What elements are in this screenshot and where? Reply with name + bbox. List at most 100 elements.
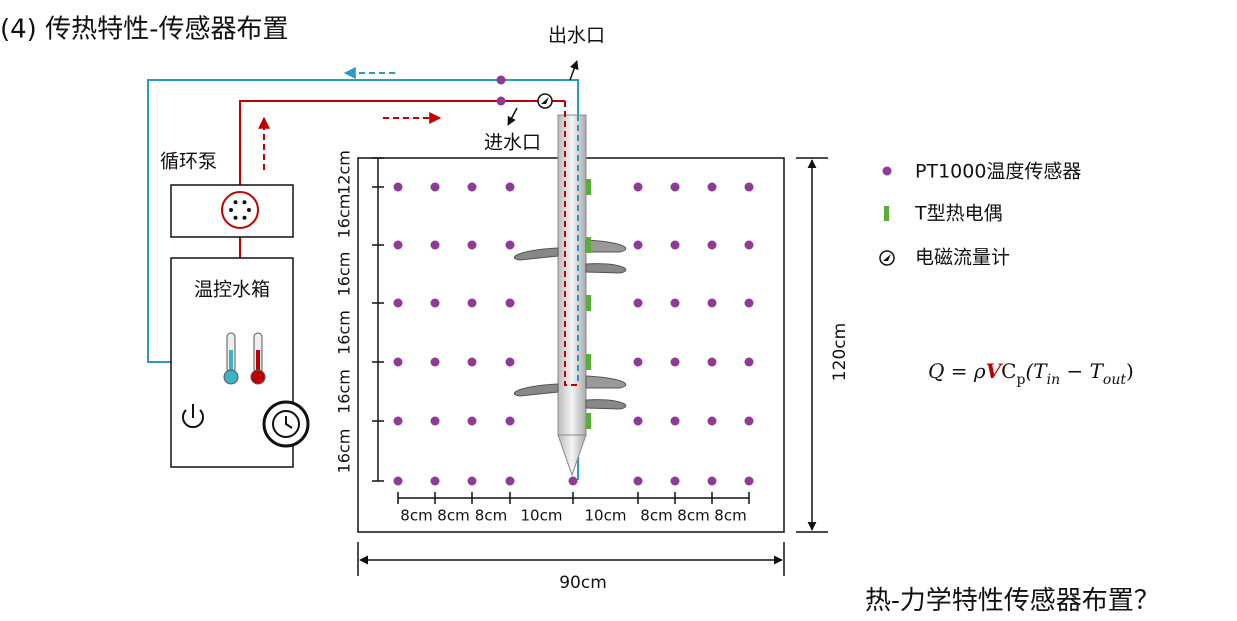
temperature-sensor: [505, 298, 515, 308]
formula-part: p: [1016, 372, 1025, 388]
vertical-dim-label: 12cm: [335, 150, 354, 195]
footer: 热-力学特性传感器布置？: [865, 586, 1160, 616]
temperature-sensor: [505, 240, 515, 250]
thermocouple: [586, 237, 591, 253]
temperature-sensor: [568, 476, 578, 486]
width-label: 90cm: [559, 573, 607, 593]
temperature-sensor: [633, 298, 643, 308]
temperature-sensor: [430, 298, 440, 308]
formula-part: V: [986, 359, 1004, 383]
vertical-dim-label: 16cm: [335, 252, 354, 297]
temperature-sensor: [393, 476, 403, 486]
temperature-sensor: [670, 416, 680, 426]
tank-label: 温控水箱: [194, 279, 270, 301]
temperature-sensor: [633, 416, 643, 426]
temperature-sensor: [467, 357, 477, 367]
helix-blade: [585, 399, 627, 410]
legend-label: 电磁流量计: [915, 247, 1010, 269]
helix-blade: [585, 239, 627, 253]
height-label: 120cm: [830, 323, 850, 381]
temperature-sensor: [430, 357, 440, 367]
helix-blade: [513, 247, 559, 261]
legend-label: PT1000温度传感器: [915, 161, 1081, 183]
temperature-sensor: [505, 476, 515, 486]
temperature-sensor: [744, 357, 754, 367]
temperature-sensor: [633, 357, 643, 367]
pump-dot: [233, 215, 238, 220]
temperature-sensor: [505, 182, 515, 192]
temperature-sensor: [670, 240, 680, 250]
temperature-sensor: [430, 240, 440, 250]
temperature-sensor: [393, 240, 403, 250]
temperature-sensor: [467, 240, 477, 250]
thermocouple: [586, 354, 591, 370]
thermocouple: [586, 295, 591, 311]
temperature-sensor: [467, 476, 477, 486]
pump-dot: [233, 200, 238, 205]
thermocouple: [586, 179, 591, 195]
temperature-sensor: [467, 182, 477, 192]
pump-dot: [247, 208, 251, 212]
horizontal-dim-label: 8cm: [475, 507, 507, 525]
flow-meter-needle: [541, 97, 549, 104]
temperature-sensor: [430, 416, 440, 426]
temperature-sensor: [505, 416, 515, 426]
thermometer-bulb: [250, 369, 266, 385]
formula-part: − T: [1060, 359, 1104, 383]
vertical-dim-label: 16cm: [335, 194, 354, 239]
vertical-dim-label: 16cm: [335, 369, 354, 414]
formula-part: out: [1103, 372, 1126, 388]
title: (4) 传热特性-传感器布置: [0, 15, 288, 45]
formula: Q = ρVCp(Tin − Tout): [928, 359, 1134, 389]
thermometer-level: [229, 350, 233, 374]
temperature-sensor: [707, 182, 717, 192]
horizontal-dim-label: 8cm: [714, 507, 746, 525]
pump-label: 循环泵: [160, 151, 217, 173]
horizontal-dim-label: 8cm: [677, 507, 709, 525]
pump-dot: [229, 208, 233, 212]
pipe-sensor: [496, 75, 506, 85]
temperature-sensor: [707, 476, 717, 486]
temperature-sensor: [670, 182, 680, 192]
temperature-sensor: [633, 240, 643, 250]
pile-shaft: [557, 114, 587, 436]
inlet-pipe-inner: [564, 101, 578, 386]
horizontal-dim-label: 8cm: [400, 507, 432, 525]
temperature-sensor: [393, 416, 403, 426]
pump-dot: [242, 200, 247, 205]
temperature-sensor: [744, 240, 754, 250]
legend-label: T型热电偶: [914, 203, 1003, 225]
temperature-sensor: [744, 182, 754, 192]
thermocouple: [586, 413, 591, 429]
temperature-sensor: [393, 357, 403, 367]
horizontal-dim-label: 8cm: [437, 507, 469, 525]
horizontal-dim-label: 10cm: [585, 507, 627, 525]
temperature-sensor: [505, 357, 515, 367]
thermometer-bulb: [223, 369, 239, 385]
formula-part: Q = ρ: [928, 359, 986, 383]
inlet-label: 进水口: [484, 132, 541, 154]
horizontal-dim-label: 10cm: [521, 507, 563, 525]
horizontal-dim-label: 8cm: [640, 507, 672, 525]
temperature-sensor: [430, 476, 440, 486]
temperature-sensor: [707, 240, 717, 250]
helix-blade: [585, 375, 627, 389]
temperature-sensor: [430, 182, 440, 192]
inlet-pointer: [507, 107, 518, 126]
flow-meter-needle: [883, 254, 891, 261]
helix-blade: [513, 383, 559, 397]
helix-blade: [585, 263, 627, 274]
temperature-sensor: [744, 298, 754, 308]
temperature-sensor: [744, 416, 754, 426]
temperature-sensor: [393, 182, 403, 192]
pipe-sensor: [496, 96, 506, 106]
temperature-sensor: [707, 357, 717, 367]
timer-icon-inner: [272, 410, 300, 438]
temperature-sensor: [467, 298, 477, 308]
legend-thermocouple: [884, 206, 889, 221]
temperature-sensor: [670, 357, 680, 367]
temperature-sensor: [744, 476, 754, 486]
temperature-sensor: [707, 298, 717, 308]
thermometer-level: [256, 350, 260, 374]
vertical-dim-label: 16cm: [335, 310, 354, 355]
